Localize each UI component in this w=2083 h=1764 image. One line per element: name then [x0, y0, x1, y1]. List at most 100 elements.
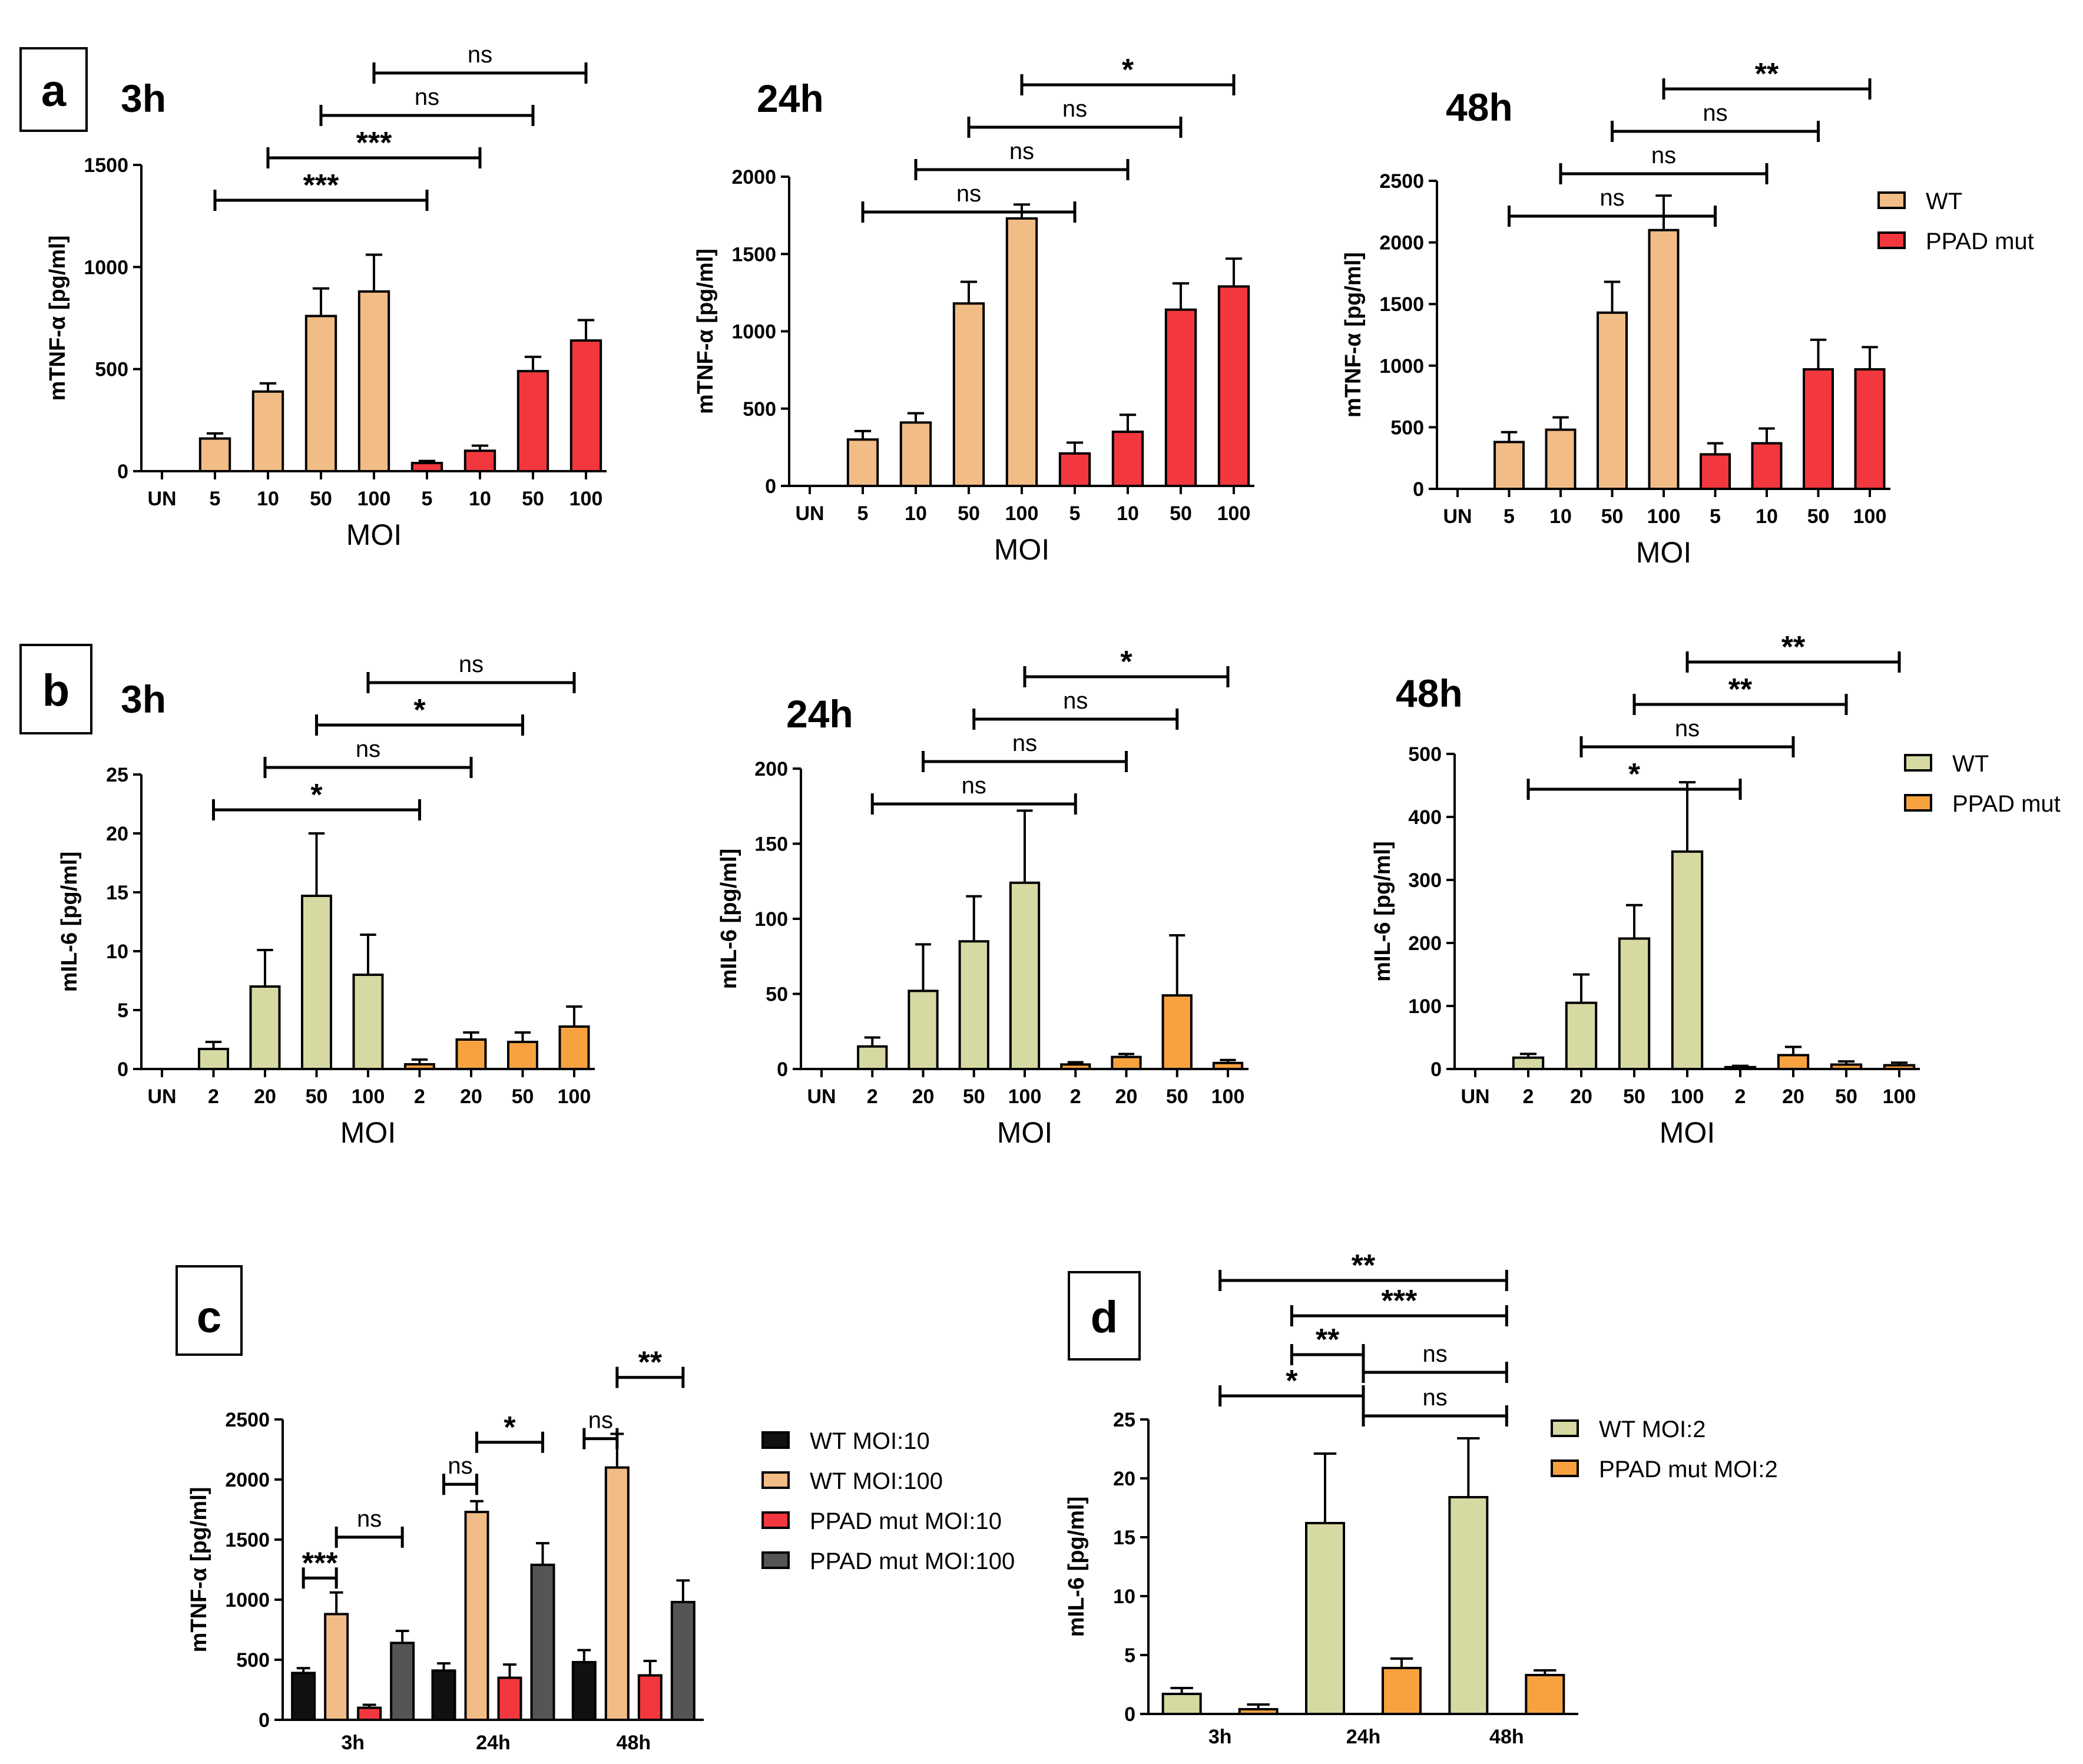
x-tick-label: UN [1461, 1085, 1489, 1108]
bar [846, 438, 879, 487]
x-tick-label: 5 [1504, 505, 1515, 528]
x-tick-label: 10 [905, 502, 927, 525]
x-tick-label: 2 [1070, 1085, 1081, 1108]
significance-label: ns [1009, 138, 1034, 164]
bar [431, 1669, 456, 1722]
x-tick-label: 100 [1008, 1085, 1042, 1108]
bar [1830, 1063, 1863, 1071]
y-tick-label: 100 [1408, 995, 1442, 1018]
bar [952, 302, 985, 487]
y-tick-label: 1500 [225, 1529, 270, 1551]
significance-label: * [413, 693, 426, 727]
significance-label: *** [302, 1546, 338, 1580]
x-tick-label: 5 [857, 502, 869, 525]
x-tick-label: 50 [1170, 502, 1192, 525]
y-tick-label: 1000 [1379, 355, 1424, 378]
bar [899, 421, 932, 487]
bar [357, 1706, 382, 1722]
x-tick-label: 5 [1710, 505, 1721, 528]
y-tick-label: 200 [754, 758, 788, 780]
bar [1448, 1496, 1489, 1715]
y-tick-label: 0 [765, 475, 776, 498]
y-tick-label: 500 [1390, 416, 1424, 439]
x-axis-label: MOI [340, 1116, 396, 1149]
x-tick-label: 50 [1835, 1085, 1857, 1108]
bar [1700, 453, 1731, 491]
bar [507, 1041, 538, 1070]
legend-label: PPAD mut [1926, 229, 2034, 254]
x-tick-label: UN [147, 488, 176, 510]
panel-letter-c: c [175, 1265, 243, 1356]
significance-label: * [1286, 1364, 1298, 1398]
y-tick-label: 20 [1113, 1468, 1135, 1490]
bar [390, 1641, 415, 1721]
y-tick-label: 300 [1408, 869, 1442, 892]
y-axis-label: mTNF-α [pg/ml] [1341, 252, 1366, 418]
y-tick-label: 5 [1124, 1644, 1135, 1667]
y-tick-label: 0 [117, 1058, 128, 1081]
legend-label: PPAD mut MOI:100 [810, 1548, 1015, 1574]
x-tick-label: 2 [867, 1085, 878, 1108]
x-tick-label: UN [147, 1085, 176, 1108]
bar [516, 370, 549, 473]
x-tick-label: 100 [1217, 502, 1251, 525]
y-tick-label: 2000 [225, 1469, 270, 1491]
significance-label: * [1120, 645, 1132, 679]
bar [637, 1674, 663, 1722]
x-tick-label: 100 [352, 1085, 385, 1108]
legend-label: PPAD mut MOI:10 [810, 1508, 1002, 1534]
significance-label: ns [415, 84, 439, 110]
bar [1545, 428, 1577, 490]
x-tick-label: 24h [1346, 1726, 1381, 1748]
bar [1238, 1708, 1279, 1715]
x-tick-label: 50 [958, 502, 980, 525]
y-tick-label: 200 [1408, 932, 1442, 955]
y-tick-label: 0 [117, 461, 128, 483]
y-axis-label: mTNF-α [pg/ml] [45, 236, 70, 401]
significance-label: ns [1062, 96, 1087, 122]
bar [857, 1045, 888, 1070]
x-tick-label: UN [1443, 505, 1472, 528]
bar [571, 1661, 597, 1722]
x-axis-label: MOI [1660, 1116, 1715, 1149]
bar [1164, 308, 1197, 487]
bar [352, 974, 384, 1070]
x-tick-label: 20 [1115, 1085, 1138, 1108]
x-tick-label: 24h [476, 1732, 511, 1754]
significance-label: ** [1781, 630, 1806, 664]
y-tick-label: 0 [1124, 1703, 1135, 1726]
significance-label: ** [1316, 1323, 1340, 1357]
y-tick-label: 2500 [1379, 170, 1424, 193]
y-tick-label: 25 [106, 764, 128, 786]
x-tick-label: 100 [1671, 1085, 1704, 1108]
x-tick-label: 20 [1570, 1085, 1592, 1108]
y-tick-label: 15 [1113, 1527, 1135, 1549]
significance-label: ns [588, 1408, 613, 1434]
bar [404, 1063, 435, 1070]
x-tick-label: 2 [1735, 1085, 1746, 1108]
x-tick-label: 50 [310, 488, 332, 510]
y-axis-label: mIL-6 [pg/ml] [717, 849, 741, 989]
panel-letter-a: a [19, 47, 88, 132]
bar [198, 437, 231, 472]
significance-label: * [504, 1411, 516, 1445]
x-tick-label: 50 [512, 1085, 534, 1108]
legend-label: WT [1926, 188, 1962, 214]
x-tick-label: 100 [569, 488, 603, 510]
x-tick-label: 2 [1523, 1085, 1534, 1108]
legend-swatch [761, 1511, 790, 1529]
significance-label: ns [459, 651, 484, 677]
significance-label: ** [1755, 57, 1779, 91]
x-tick-label: 100 [1883, 1085, 1916, 1108]
significance-label: ** [1352, 1249, 1376, 1283]
significance-label: ns [1423, 1341, 1448, 1367]
x-tick-label: 100 [1647, 505, 1681, 528]
bar [558, 1025, 590, 1070]
y-tick-label: 500 [1408, 743, 1442, 766]
legend-swatch [1877, 191, 1906, 209]
bar [1009, 881, 1041, 1071]
bar [357, 290, 390, 472]
legend-label: WT [1952, 751, 1989, 777]
significance-label: ns [1063, 688, 1088, 714]
y-tick-label: 0 [259, 1709, 270, 1732]
